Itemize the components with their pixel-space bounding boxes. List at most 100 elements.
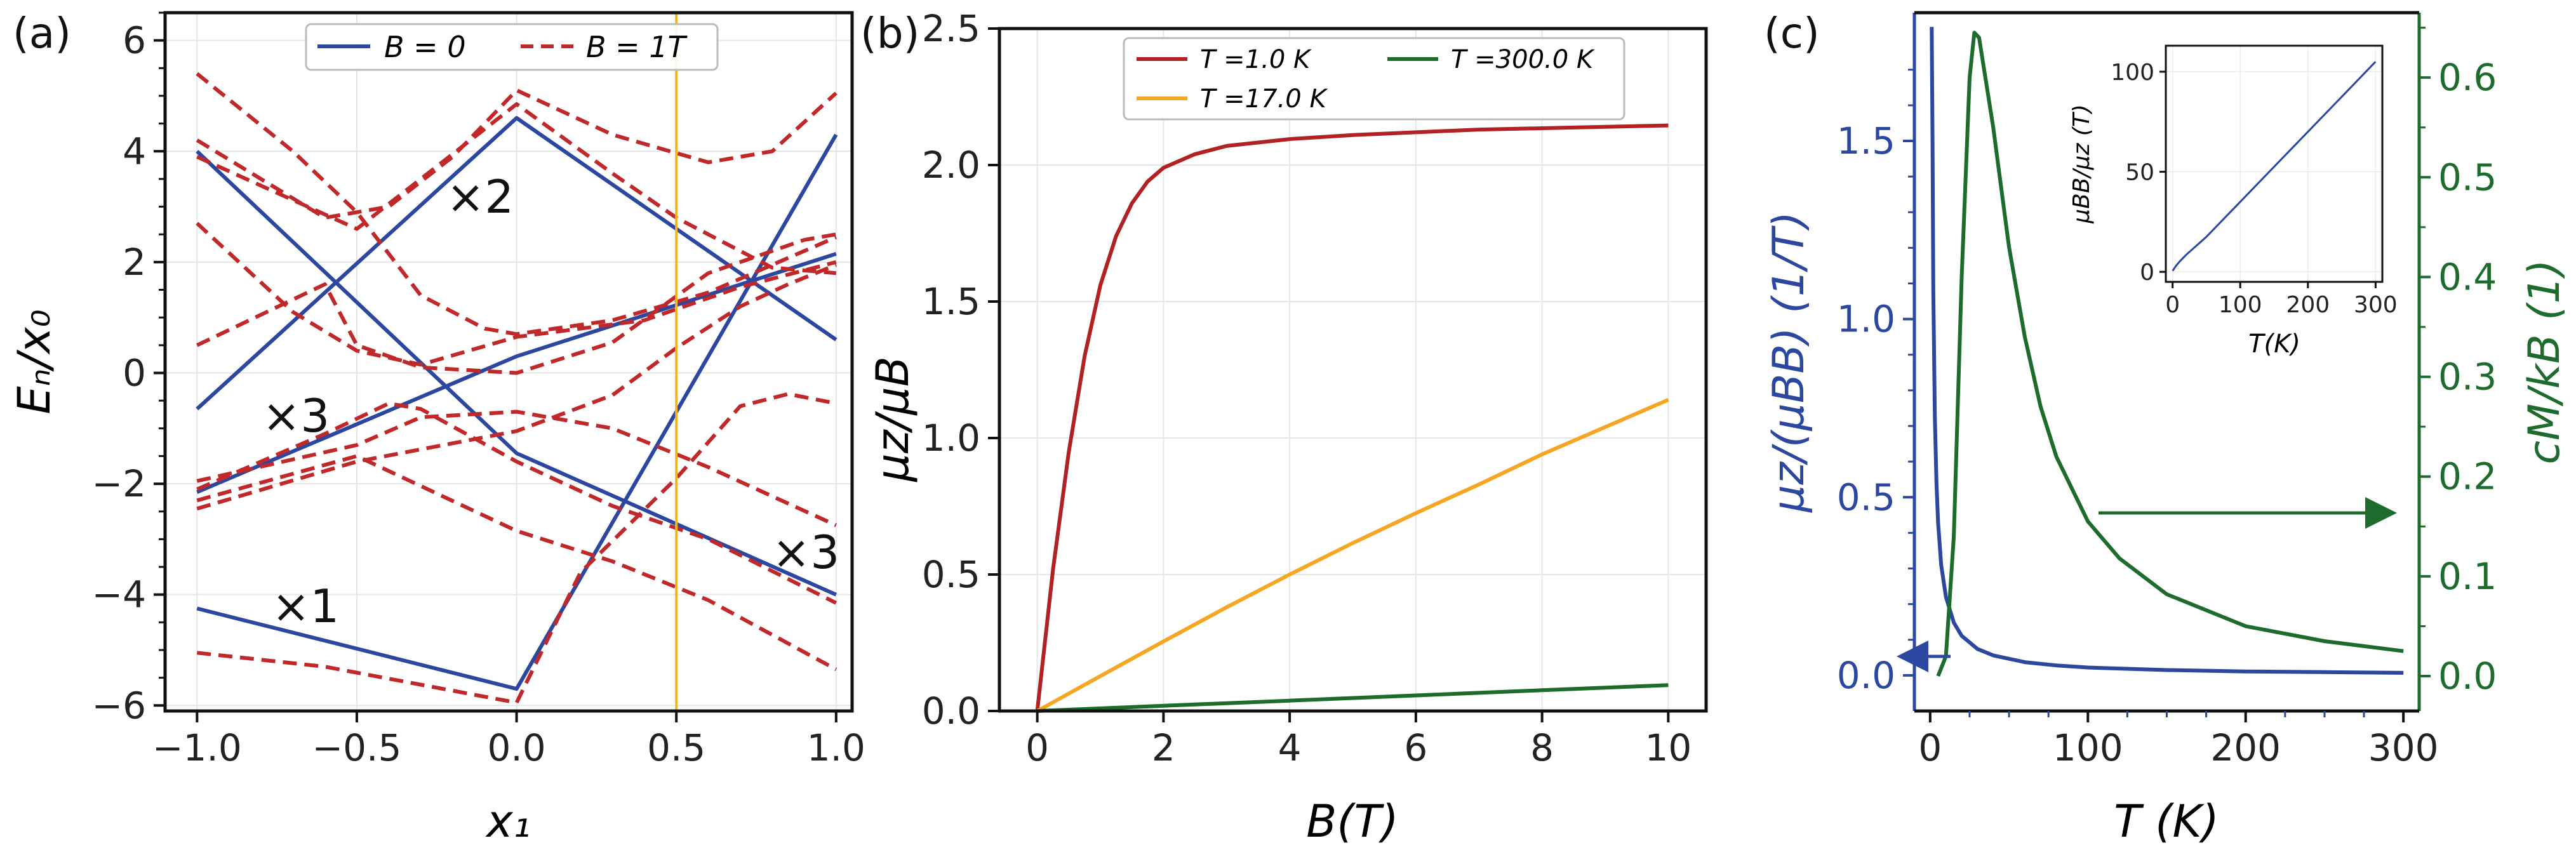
y-tick-label-right: 0.0 [2438, 654, 2497, 698]
y-tick-label-right: 0.2 [2438, 455, 2497, 498]
panel-b-ylabel: μz/μB [867, 356, 919, 482]
panel-b-grid [999, 28, 1706, 712]
y-tick-label: 1.5 [922, 280, 980, 323]
series-line-b1t [196, 409, 838, 528]
inset-x-tick-label: 0 [2165, 292, 2180, 318]
x-tick-label: 0 [1025, 726, 1049, 769]
inset-grid [2166, 46, 2382, 282]
series-line-b1t [196, 222, 837, 367]
x-tick-label: −0.5 [312, 726, 402, 769]
panel-a-annotation: ×3 [772, 526, 839, 579]
y-tick-label-right: 0.5 [2438, 156, 2497, 199]
panel-a-ticks: −1.0 −0.5 0.0 0.5 1.0 −6 −4 −2 0 2 4 6 [92, 11, 865, 769]
series-line-b0 [196, 133, 838, 691]
panel-c-ylabel-left: μz/(μBB) (1/T) [1764, 211, 1814, 513]
y-tick-label-left: 0.5 [1837, 475, 1895, 519]
inset-y-tick-label: 50 [2125, 160, 2154, 186]
y-tick-label: 2.0 [922, 143, 980, 187]
legend-label-t300: T =300.0 K [1451, 45, 1595, 74]
inset-frame [2165, 44, 2384, 283]
inset-ticks: 0 100 200 300 0 50 100 [2111, 60, 2397, 318]
x-tick-label: 8 [1530, 726, 1554, 769]
y-tick-label-right: 0.1 [2438, 555, 2497, 598]
y-tick-label: −4 [92, 573, 147, 616]
y-tick-label: 0.5 [922, 553, 980, 596]
panel-b-series [1035, 123, 1669, 713]
y-tick-label: 0 [123, 351, 146, 394]
x-tick-label: 200 [2210, 726, 2281, 769]
panel-a-ylabel: Eₙ/x₀ [8, 309, 60, 414]
panel-a-grid [165, 13, 852, 711]
panel-a-xlabel: x₁ [485, 795, 531, 847]
series-line-b0 [196, 251, 837, 494]
series-line-b1t [196, 454, 838, 672]
x-tick-label: 0.0 [487, 726, 545, 769]
y-tick-label-right: 0.6 [2438, 56, 2497, 99]
inset-series [2172, 61, 2377, 272]
y-tick-label: 0.0 [922, 689, 980, 733]
inset-y-tick-label: 100 [2111, 60, 2154, 86]
y-tick-label: 2 [123, 241, 146, 284]
panel-a-annotation: ×2 [446, 170, 514, 223]
x-tick-label: 1.0 [807, 726, 865, 769]
x-tick-label: 100 [2053, 726, 2123, 769]
y-tick-label: 2.5 [922, 7, 980, 50]
panel-a-legend: B = 0 B = 1T [305, 23, 719, 71]
legend-label-t1: T =1.0 K [1200, 45, 1312, 74]
series-line-b1t [196, 392, 837, 705]
y-tick-label-right: 0.3 [2438, 355, 2497, 399]
x-tick-label: 4 [1278, 726, 1302, 769]
series-line-b1t [196, 263, 837, 511]
x-tick-label: −1.0 [152, 726, 242, 769]
panel-b-ticks: 0 2 4 6 8 10 0.0 0.5 1.0 1.5 2.0 2.5 [922, 7, 1692, 769]
series-line-b1t [196, 102, 837, 276]
legend-label-b0: B = 0 [384, 30, 466, 64]
y-tick-label-left: 1.5 [1837, 119, 1895, 163]
y-tick-label-left: 1.0 [1837, 298, 1895, 341]
y-tick-label: −6 [92, 684, 147, 727]
x-tick-label: 10 [1645, 726, 1692, 769]
y-tick-label: 1.0 [922, 416, 980, 460]
legend-box [305, 23, 719, 71]
series-line [1036, 398, 1669, 713]
x-tick-label: 2 [1152, 726, 1175, 769]
panel-b-xlabel: B(T) [1306, 795, 1398, 847]
legend-label-t17: T =17.0 K [1200, 84, 1328, 114]
series-line-b1t [196, 232, 837, 375]
panel-c-series [1930, 27, 2404, 677]
series-line-b1t [196, 401, 838, 605]
panel-a-label: (a) [13, 9, 71, 58]
x-tick-label: 300 [2368, 726, 2439, 769]
panel-c-ylabel-right: cM/kB (1) [2519, 260, 2570, 465]
inset-x-tick-label: 300 [2354, 292, 2398, 318]
inset-background [2166, 46, 2382, 282]
series-line-moment [1930, 27, 2404, 675]
panel-a-frame [163, 11, 854, 713]
panel-a: (a) −1.0 −0.5 0.0 0.5 1.0 −6 −4 −2 0 2 4 6 x₁ Eₙ/x₀… [8, 9, 865, 847]
y-tick-label: 4 [123, 130, 146, 173]
panel-c-inset: 0 100 200 300 0 50 100 T(K) μBB/μz (T) [2069, 44, 2398, 359]
panel-c: (c) 0 100 200 300 0.0 0.5 1.0 1.5 0.0 0.1 0.2 0.3 0.… [1764, 9, 2570, 847]
y-tick-label-right: 0.4 [2438, 255, 2497, 298]
panel-c-ticks: 0 100 200 300 0.0 0.5 1.0 1.5 0.0 0.1 0.2 0.3 0.4 0.5… [1837, 27, 2497, 769]
inset-xlabel: T(K) [2248, 329, 2300, 359]
panel-b-frame [998, 27, 1708, 713]
x-tick-label: 0.5 [647, 726, 705, 769]
series-line [1037, 683, 1669, 713]
panel-a-annotation: ×1 [272, 580, 339, 633]
series-line-b1t [196, 88, 838, 220]
y-tick-label-left: 0.0 [1837, 654, 1895, 697]
panel-a-annotation: ×3 [262, 389, 330, 442]
panel-c-label: (c) [1764, 9, 1820, 58]
x-tick-label: 6 [1404, 726, 1427, 769]
inset-series-line [2172, 61, 2377, 272]
y-tick-label: 6 [123, 19, 146, 62]
legend-box [1123, 37, 1625, 121]
panel-c-xlabel: T (K) [2114, 795, 2219, 847]
legend-label-b1: B = 1T [586, 30, 688, 64]
inset-x-tick-label: 200 [2286, 292, 2330, 318]
inset-ylabel: μBB/μz (T) [2069, 104, 2095, 224]
panel-b-legend: T =1.0 K T =300.0 K T =17.0 K [1123, 37, 1625, 121]
series-line-b0 [196, 150, 838, 597]
inset-x-tick-label: 100 [2219, 292, 2262, 318]
